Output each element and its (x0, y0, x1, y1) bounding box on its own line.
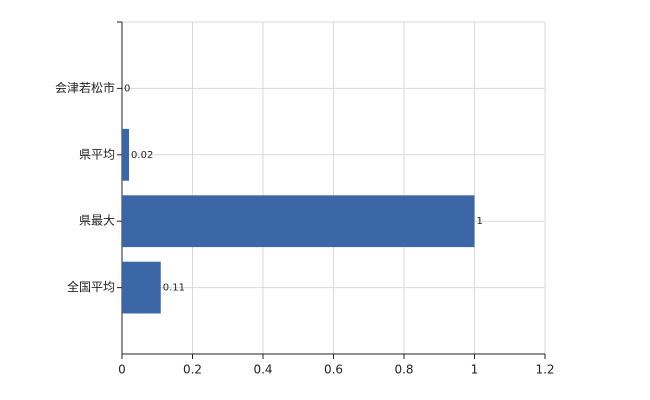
x-tick-label: 0.6 (324, 363, 343, 377)
y-tick-label: 会津若松市 (55, 80, 115, 95)
bar (122, 128, 130, 181)
x-tick-label: 1 (471, 363, 479, 377)
y-tick-label: 県最大 (79, 214, 115, 228)
y-tick-label: 県平均 (79, 147, 115, 161)
bar (122, 195, 475, 248)
bar (122, 261, 161, 314)
x-tick-label: 0.8 (394, 363, 413, 377)
y-tick-label: 全国平均 (67, 279, 115, 294)
x-tick-label: 0.4 (253, 363, 272, 377)
x-tick-label: 1.2 (535, 363, 554, 377)
data-label: 1 (477, 216, 483, 227)
data-label: 0.11 (163, 283, 185, 294)
data-label: 0.02 (131, 150, 153, 161)
x-tick-label: 0 (118, 363, 126, 377)
x-tick-label: 0.2 (183, 363, 202, 377)
data-label: 0 (124, 83, 130, 94)
